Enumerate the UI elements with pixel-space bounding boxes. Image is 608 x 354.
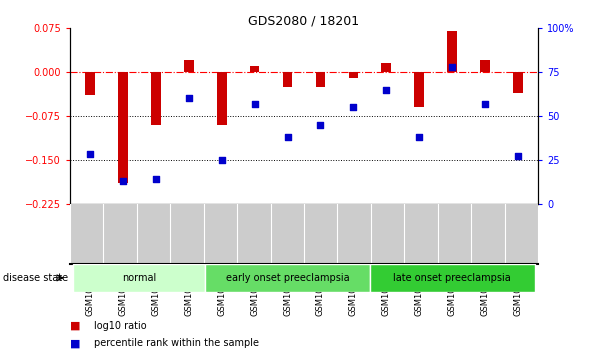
Text: early onset preeclampsia: early onset preeclampsia — [226, 273, 350, 283]
Text: ■: ■ — [70, 321, 80, 331]
Point — [316, 122, 325, 127]
Bar — [151, 72, 161, 125]
Bar — [480, 61, 490, 72]
Text: disease state: disease state — [3, 273, 68, 283]
Text: ■: ■ — [70, 338, 80, 348]
Point — [415, 134, 424, 140]
Bar — [205, 264, 370, 292]
Text: log10 ratio: log10 ratio — [94, 321, 147, 331]
Bar — [216, 72, 227, 125]
Text: normal: normal — [122, 273, 156, 283]
Bar — [250, 66, 260, 72]
Point — [216, 157, 226, 162]
Bar — [316, 72, 325, 87]
Point — [480, 101, 490, 107]
Bar — [513, 72, 523, 93]
Bar — [381, 63, 392, 72]
Bar — [447, 31, 457, 72]
Bar — [370, 264, 535, 292]
Bar — [415, 72, 424, 107]
Bar — [118, 72, 128, 183]
Point — [85, 152, 95, 157]
Bar — [85, 72, 95, 96]
Point — [250, 101, 260, 107]
Bar — [184, 61, 193, 72]
Point — [348, 104, 358, 110]
Point — [382, 87, 392, 92]
Point — [118, 178, 128, 184]
Point — [283, 134, 292, 140]
Point — [184, 96, 193, 101]
Bar — [348, 72, 358, 78]
Title: GDS2080 / 18201: GDS2080 / 18201 — [249, 14, 359, 27]
Point — [151, 176, 161, 182]
Bar — [73, 264, 205, 292]
Text: percentile rank within the sample: percentile rank within the sample — [94, 338, 259, 348]
Text: late onset preeclampsia: late onset preeclampsia — [393, 273, 511, 283]
Bar — [283, 72, 292, 87]
Point — [513, 153, 523, 159]
Point — [447, 64, 457, 70]
